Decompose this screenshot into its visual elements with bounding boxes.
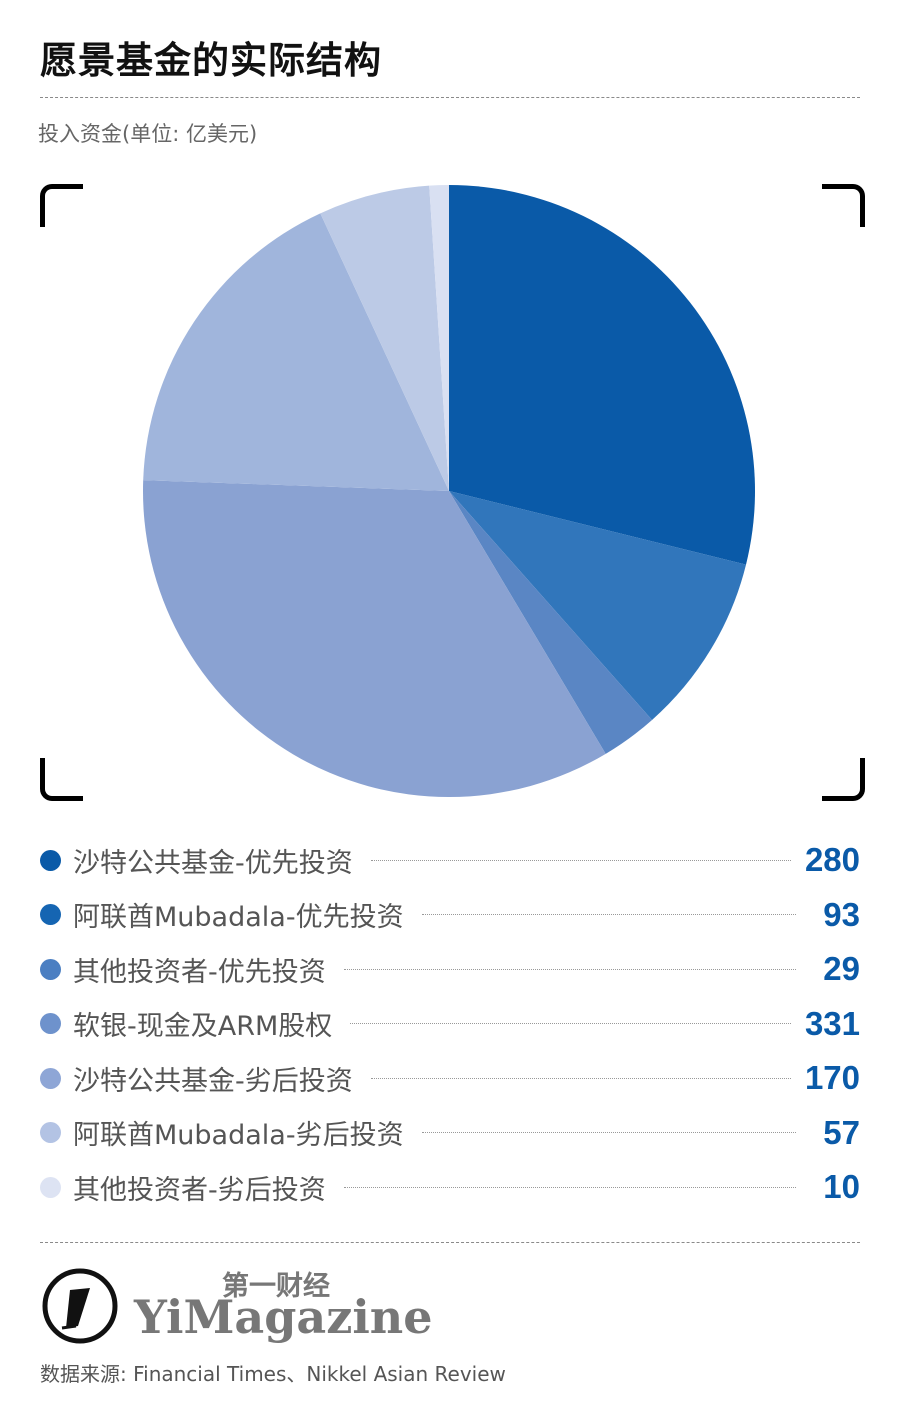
legend-item: 阿联酋Mubadala-劣后投资 57: [40, 1106, 860, 1161]
legend-value: 93: [823, 895, 860, 933]
legend-label: 其他投资者-优先投资: [73, 956, 326, 988]
logo-chinese-name: 第一财经: [222, 1271, 330, 1302]
legend-value: 29: [823, 950, 860, 988]
pie-slice: [449, 491, 653, 754]
yimagazine-logo-icon: [42, 1268, 118, 1344]
pie-slice: [320, 185, 449, 492]
legend-item: 软银-现金及ARM股权 331: [40, 997, 860, 1052]
legend-label: 阿联酋Mubadala-优先投资: [73, 902, 404, 934]
leader-line: [370, 859, 791, 861]
data-source: 数据来源: Financial Times、Nikkel Asian Revie…: [40, 1362, 506, 1386]
legend-item: 其他投资者-劣后投资 10: [40, 1160, 860, 1215]
leader-line: [421, 914, 796, 916]
legend-label: 阿联酋Mubadala-劣后投资: [73, 1120, 404, 1152]
legend-value: 57: [823, 1113, 860, 1151]
legend-swatch-icon: [40, 1067, 61, 1089]
leader-line: [421, 1132, 796, 1134]
legend-label: 沙特公共基金-优先投资: [73, 847, 353, 879]
legend: 沙特公共基金-优先投资 280 阿联酋Mubadala-优先投资 93 其他投资…: [40, 833, 860, 1215]
legend-value: 170: [804, 1059, 860, 1097]
leader-line: [343, 1186, 796, 1188]
legend-value: 10: [823, 1168, 860, 1206]
footer-divider: [40, 1242, 860, 1243]
legend-label: 其他投资者-劣后投资: [73, 1174, 326, 1206]
chart-subtitle: 投入资金(单位: 亿美元): [38, 122, 258, 146]
title-divider: [40, 97, 860, 98]
legend-label: 沙特公共基金-劣后投资: [73, 1065, 353, 1097]
legend-swatch-icon: [40, 1013, 61, 1035]
frame-corner-bottom-right: [822, 758, 865, 801]
legend-swatch-icon: [40, 958, 61, 980]
legend-item: 沙特公共基金-优先投资 280: [40, 833, 860, 888]
legend-swatch-icon: [40, 849, 61, 871]
pie-chart: [142, 185, 755, 797]
logo-english-name: YiMagazine: [134, 1290, 433, 1344]
pie-slice: [429, 185, 449, 491]
legend-swatch-icon: [40, 904, 61, 926]
frame-corner-top-left: [40, 184, 83, 227]
pie-slice: [449, 491, 747, 720]
frame-corner-bottom-left: [40, 758, 83, 801]
legend-item: 沙特公共基金-劣后投资 170: [40, 1051, 860, 1106]
leader-line: [350, 1023, 791, 1025]
legend-swatch-icon: [40, 1122, 61, 1144]
legend-label: 软银-现金及ARM股权: [73, 1011, 333, 1043]
leader-line: [370, 1077, 791, 1079]
legend-swatch-icon: [40, 1176, 61, 1198]
legend-item: 阿联酋Mubadala-优先投资 93: [40, 888, 860, 943]
legend-item: 其他投资者-优先投资 29: [40, 942, 860, 997]
leader-line: [343, 968, 796, 970]
pie-slice: [449, 185, 755, 565]
chart-title: 愿景基金的实际结构: [40, 39, 382, 82]
pie-slice: [143, 213, 450, 491]
pie-slice: [142, 480, 606, 797]
legend-value: 280: [804, 841, 860, 879]
frame-corner-top-right: [822, 184, 865, 227]
legend-value: 331: [804, 1004, 860, 1042]
